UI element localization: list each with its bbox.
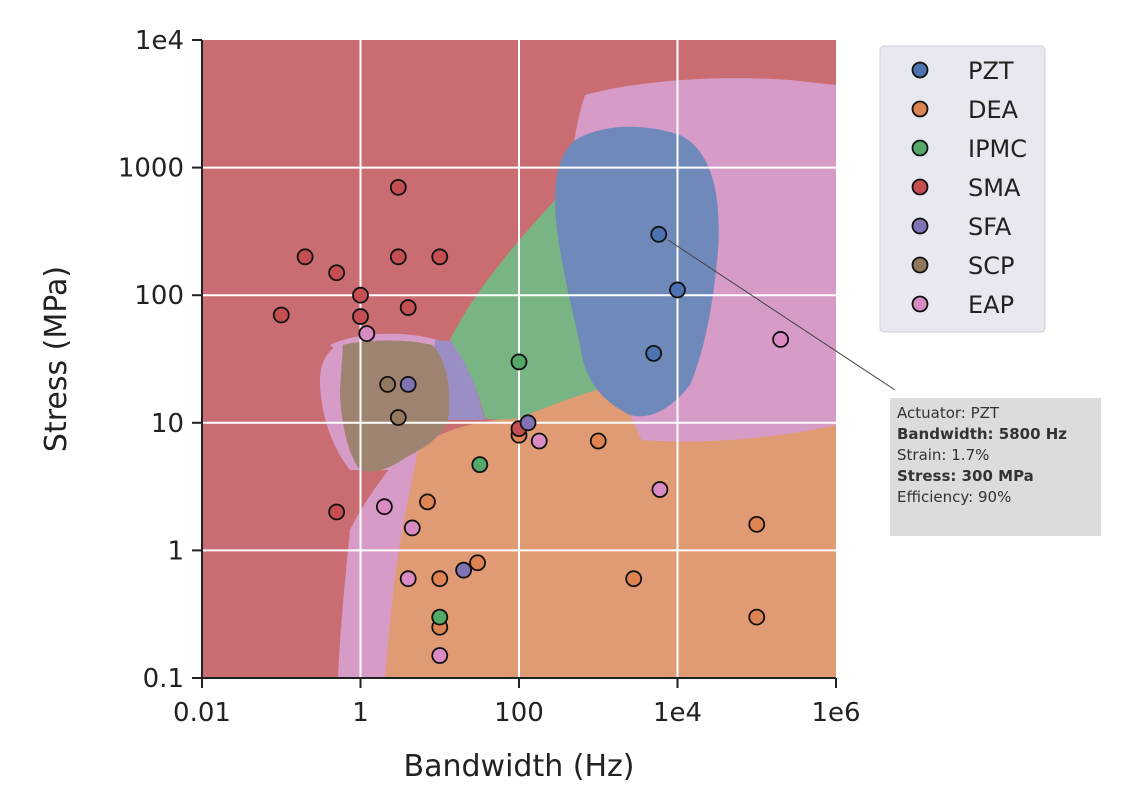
- tooltip: Actuator: PZT Bandwidth: 5800 Hz Strain:…: [890, 398, 1101, 536]
- legend-label-scp: SCP: [968, 252, 1014, 280]
- legend-marker-sfa: [911, 217, 929, 235]
- point-eap[interactable]: [399, 570, 417, 588]
- point-ipmc[interactable]: [510, 353, 528, 371]
- legend-marker-dea: [911, 100, 929, 118]
- point-dea[interactable]: [748, 608, 766, 626]
- point-sma[interactable]: [352, 308, 369, 325]
- tooltip-stress: Stress: 300 MPa: [897, 467, 1034, 485]
- point-sma[interactable]: [389, 248, 407, 266]
- point-sma[interactable]: [389, 178, 407, 196]
- legend-marker-eap: [911, 295, 929, 313]
- tooltip-bandwidth: Bandwidth: 5800 Hz: [897, 425, 1068, 443]
- point-eap[interactable]: [772, 331, 790, 348]
- point-eap[interactable]: [530, 432, 548, 450]
- legend: PZT DEA IPMC SMA SFA SCP EAP: [879, 45, 1046, 333]
- x-tick-label: 100: [494, 698, 544, 728]
- legend-marker-sma: [911, 178, 929, 196]
- point-dea[interactable]: [748, 515, 766, 533]
- point-sma[interactable]: [296, 248, 314, 266]
- legend-label-sma: SMA: [968, 174, 1021, 202]
- x-axis-label: Bandwidth (Hz): [404, 749, 635, 784]
- region-ipmc: [450, 200, 612, 420]
- legend-label-sfa: SFA: [968, 213, 1012, 241]
- point-dea[interactable]: [419, 493, 436, 511]
- legend-marker-scp: [911, 256, 929, 274]
- point-eap[interactable]: [651, 481, 669, 498]
- y-axis-label: Stress (MPa): [39, 266, 74, 452]
- point-dea[interactable]: [589, 432, 607, 450]
- point-dea[interactable]: [625, 570, 643, 588]
- tooltip-actuator: Actuator: PZT: [897, 404, 1000, 422]
- y-tick-label: 100: [134, 281, 184, 311]
- legend-marker-pzt: [911, 61, 929, 79]
- point-dea[interactable]: [469, 554, 486, 572]
- legend-label-pzt: PZT: [968, 57, 1014, 85]
- y-tick-label: 1e4: [135, 26, 184, 56]
- point-sma[interactable]: [328, 503, 346, 521]
- y-tick-label: 0.1: [143, 664, 184, 694]
- x-tick-label: 0.01: [173, 698, 231, 728]
- y-tick-label: 1: [167, 536, 184, 566]
- point-pzt[interactable]: [650, 225, 668, 243]
- point-sma[interactable]: [352, 286, 369, 304]
- point-eap[interactable]: [358, 325, 376, 343]
- tooltip-efficiency: Efficiency: 90%: [897, 488, 1012, 506]
- x-tick-label: 1e4: [653, 698, 702, 728]
- legend-marker-ipmc: [911, 139, 929, 157]
- point-pzt[interactable]: [669, 281, 686, 299]
- tooltip-leader-line: [667, 239, 896, 391]
- legend-label-ipmc: IPMC: [968, 135, 1027, 163]
- x-tick-label: 1e6: [811, 698, 860, 728]
- point-sma[interactable]: [328, 264, 346, 282]
- point-ipmc[interactable]: [431, 608, 449, 626]
- point-sma[interactable]: [272, 306, 290, 324]
- point-scp[interactable]: [389, 409, 407, 426]
- point-sfa[interactable]: [455, 561, 473, 579]
- point-ipmc[interactable]: [471, 456, 489, 474]
- point-pzt[interactable]: [645, 344, 663, 362]
- region-dea: [385, 380, 836, 678]
- point-sma[interactable]: [431, 248, 449, 266]
- legend-label-dea: DEA: [968, 96, 1019, 124]
- tooltip-strain: Strain: 1.7%: [897, 446, 990, 464]
- point-eap[interactable]: [431, 647, 449, 664]
- point-sfa[interactable]: [399, 375, 417, 393]
- legend-label-eap: EAP: [968, 291, 1014, 319]
- point-sma[interactable]: [399, 299, 417, 316]
- y-tick-label: 1000: [118, 154, 184, 184]
- point-eap[interactable]: [375, 498, 393, 516]
- point-eap[interactable]: [403, 519, 421, 537]
- point-sfa[interactable]: [519, 414, 537, 432]
- point-dea[interactable]: [431, 570, 449, 588]
- axes: 0.01 1 100 1e4 1e6 0.1 1 10 100 1000 1e4: [118, 26, 861, 728]
- point-scp[interactable]: [379, 375, 397, 393]
- data-points: [272, 178, 790, 664]
- x-tick-label: 1: [352, 698, 369, 728]
- y-tick-label: 10: [151, 409, 184, 439]
- region-scp: [340, 340, 450, 472]
